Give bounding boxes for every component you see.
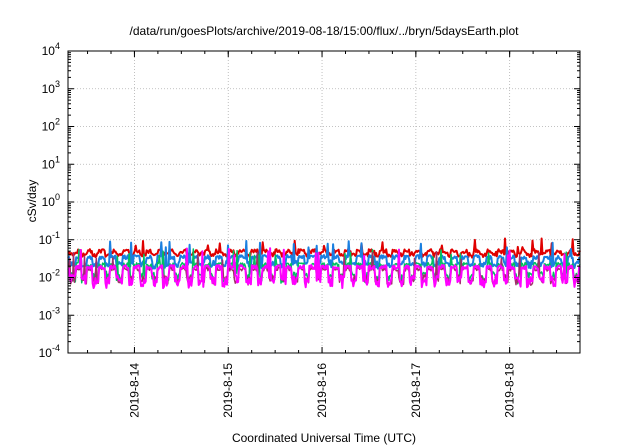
series-line bbox=[67, 240, 581, 270]
x-tick-label: 2019-8-18 bbox=[503, 363, 517, 418]
series-line bbox=[67, 247, 581, 290]
x-tick-label: 2019-8-16 bbox=[315, 363, 329, 418]
y-tick-label: 10-3 bbox=[39, 305, 60, 322]
x-axis-label: Coordinated Universal Time (UTC) bbox=[232, 431, 416, 445]
x-axis: 2019-8-14 2019-8-15 2019-8-16 2019-8-17 2019… bbox=[87, 51, 581, 418]
x-tick-label: 2019-8-15 bbox=[221, 363, 235, 418]
y-tick-label: 104 bbox=[42, 41, 60, 58]
y-axis-label: cSv/day bbox=[25, 180, 39, 223]
chart-title: /data/run/goesPlots/archive/2019-08-18/1… bbox=[130, 24, 520, 38]
y-tick-label: 10-2 bbox=[39, 268, 60, 285]
y-tick-label: 100 bbox=[42, 192, 60, 209]
y-tick-label: 10-4 bbox=[39, 343, 60, 360]
series-line bbox=[67, 248, 581, 285]
series-line bbox=[67, 237, 581, 259]
x-tick-label: 2019-8-17 bbox=[409, 363, 423, 418]
x-tick-label: 2019-8-14 bbox=[127, 363, 141, 418]
y-axis: 10-4 10-3 10-2 10-1 100 101 102 103 104 bbox=[39, 41, 580, 360]
y-tick-label: 102 bbox=[42, 117, 60, 134]
grid bbox=[68, 51, 580, 353]
y-tick-label: 103 bbox=[42, 79, 60, 96]
y-tick-label: 101 bbox=[42, 154, 60, 171]
y-tick-label: 10-1 bbox=[39, 230, 60, 247]
series-layer bbox=[67, 237, 581, 290]
